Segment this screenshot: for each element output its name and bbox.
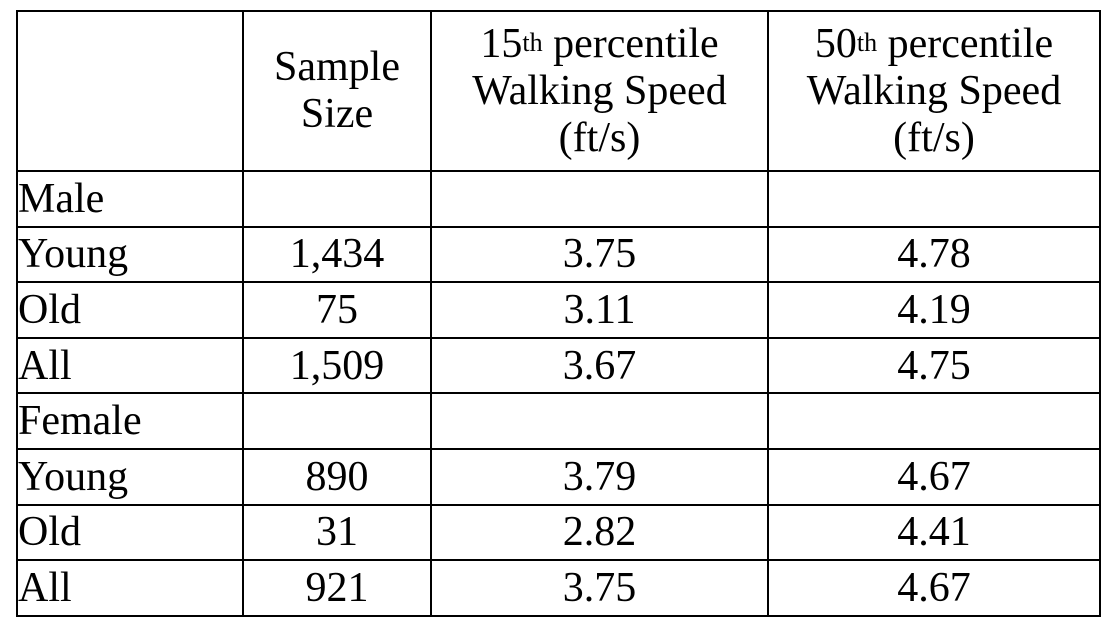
group-row-female: Female	[16, 392, 1101, 450]
table-row: Old 75 3.11 4.19	[16, 281, 1101, 339]
header-50th-number: 50	[814, 20, 857, 67]
empty-cell	[430, 392, 769, 450]
table-row: Old 31 2.82 4.41	[16, 503, 1101, 562]
header-50th-line2: Walking Speed	[806, 67, 1062, 114]
table-row: All 921 3.75 4.67	[16, 559, 1101, 617]
header-15th-number: 15	[480, 20, 523, 67]
sample-size-cell: 890	[242, 447, 432, 506]
header-50th-percentile: 50th percentile Walking Speed (ft/s)	[767, 10, 1101, 172]
header-blank-cell	[16, 10, 244, 172]
sample-size-cell: 1,434	[242, 225, 432, 284]
header-sample-size: Sample Size	[242, 10, 432, 172]
row-label: All	[16, 336, 244, 395]
empty-cell	[242, 170, 432, 228]
group-label-female: Female	[16, 392, 244, 450]
header-15th-percentile: 15th percentile Walking Speed (ft/s)	[430, 10, 769, 172]
p50-speed-cell: 4.75	[767, 336, 1101, 395]
header-50th-title: percentile	[887, 20, 1054, 67]
header-50th-line1: 50th percentile	[769, 21, 1099, 68]
header-15th-line2: Walking Speed	[472, 67, 727, 114]
p50-speed-cell: 4.78	[767, 225, 1101, 284]
table-row: All 1,509 3.67 4.75	[16, 336, 1101, 395]
p50-speed-cell: 4.67	[767, 559, 1101, 617]
table-row: Young 1,434 3.75 4.78	[16, 225, 1101, 284]
row-label: Young	[16, 225, 244, 284]
p15-speed-cell: 2.82	[430, 503, 769, 562]
row-label: Old	[16, 281, 244, 339]
header-sample-size-line2: Size	[300, 91, 374, 137]
empty-cell	[767, 392, 1101, 450]
sample-size-cell: 75	[242, 281, 432, 339]
group-label-male: Male	[16, 170, 244, 228]
row-label: Old	[16, 503, 244, 562]
header-50th-line3: (ft/s)	[893, 114, 975, 161]
p15-speed-cell: 3.79	[430, 447, 769, 506]
walking-speed-table: Sample Size 15th percentile Walking Spee…	[16, 10, 1101, 617]
table-row: Young 890 3.79 4.67	[16, 447, 1101, 506]
p50-speed-cell: 4.19	[767, 281, 1101, 339]
p50-speed-cell: 4.41	[767, 503, 1101, 562]
header-15th-line3: (ft/s)	[558, 114, 641, 161]
header-15th-line1: 15th percentile	[432, 21, 767, 68]
p50-speed-cell: 4.67	[767, 447, 1101, 506]
p15-speed-cell: 3.67	[430, 336, 769, 395]
header-15th-suffix: th	[522, 27, 543, 57]
sample-size-cell: 1,509	[242, 336, 432, 395]
empty-cell	[242, 392, 432, 450]
header-50th-suffix: th	[856, 27, 878, 57]
header-15th-title: percentile	[553, 20, 719, 67]
empty-cell	[430, 170, 769, 228]
group-row-male: Male	[16, 170, 1101, 228]
p15-speed-cell: 3.11	[430, 281, 769, 339]
p15-speed-cell: 3.75	[430, 559, 769, 617]
row-label: Young	[16, 447, 244, 506]
p15-speed-cell: 3.75	[430, 225, 769, 284]
header-sample-size-line1: Sample	[274, 44, 400, 90]
table-header-row: Sample Size 15th percentile Walking Spee…	[16, 10, 1101, 172]
sample-size-cell: 31	[242, 503, 432, 562]
empty-cell	[767, 170, 1101, 228]
sample-size-cell: 921	[242, 559, 432, 617]
row-label: All	[16, 559, 244, 617]
